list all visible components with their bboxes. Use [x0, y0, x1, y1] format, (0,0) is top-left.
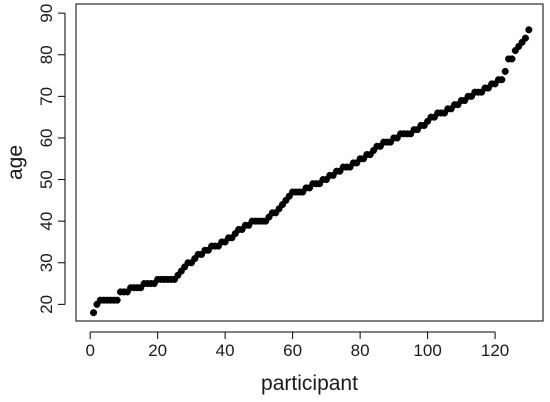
x-tick-label: 80	[351, 341, 370, 360]
data-points	[89, 26, 533, 317]
y-tick-label: 60	[37, 128, 56, 147]
x-tick-label: 100	[413, 341, 441, 360]
y-axis-title: age	[4, 145, 27, 180]
y-tick-label: 90	[37, 4, 56, 23]
y-tick-label: 40	[37, 212, 56, 231]
y-tick-label: 30	[37, 253, 56, 272]
data-point	[501, 67, 509, 75]
x-axis-title: participant	[261, 372, 358, 395]
y-axis: 20 30 40 50 60 70 80 90	[37, 4, 66, 314]
x-tick-label: 0	[85, 341, 94, 360]
data-point	[498, 76, 506, 84]
y-tick-label: 80	[37, 45, 56, 64]
x-axis: 0 20 40 60 80 100 120	[85, 331, 509, 360]
data-point	[113, 296, 121, 304]
plot-frame	[75, 3, 544, 322]
data-point	[508, 55, 516, 63]
y-tick-label: 70	[37, 87, 56, 106]
x-tick-label: 20	[148, 341, 167, 360]
data-point	[525, 26, 533, 34]
y-tick-label: 50	[37, 170, 56, 189]
y-tick-label: 20	[37, 295, 56, 314]
data-point	[521, 34, 530, 42]
x-tick-label: 60	[283, 341, 302, 360]
x-tick-label: 120	[481, 341, 509, 360]
data-point	[89, 309, 98, 317]
x-tick-label: 40	[216, 341, 235, 360]
